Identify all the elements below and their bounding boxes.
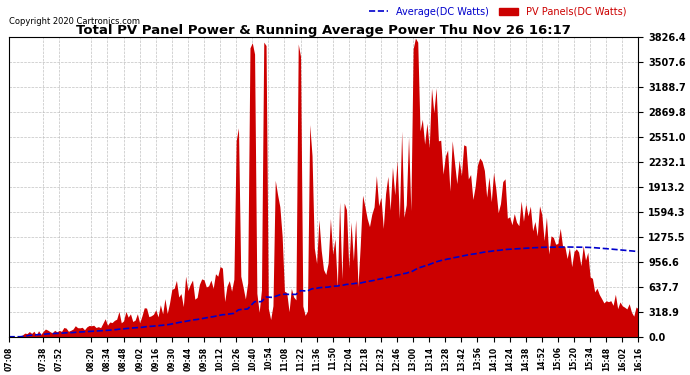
Legend: Average(DC Watts), PV Panels(DC Watts): Average(DC Watts), PV Panels(DC Watts) bbox=[365, 3, 631, 21]
Title: Total PV Panel Power & Running Average Power Thu Nov 26 16:17: Total PV Panel Power & Running Average P… bbox=[76, 24, 571, 37]
Text: Copyright 2020 Cartronics.com: Copyright 2020 Cartronics.com bbox=[9, 17, 140, 26]
